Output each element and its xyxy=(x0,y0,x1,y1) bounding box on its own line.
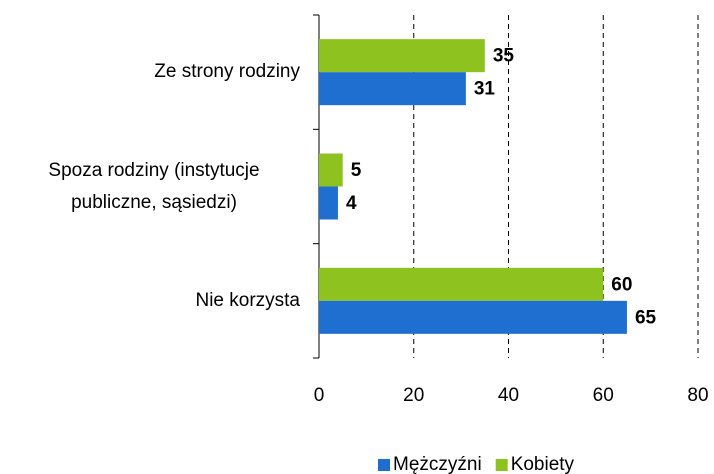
bar xyxy=(319,186,338,220)
category-label: Ze strony rodziny xyxy=(154,56,300,88)
bar xyxy=(319,267,604,301)
legend-label: Kobiety xyxy=(511,454,575,474)
bar xyxy=(319,39,485,73)
category-text: Spoza rodziny (instytucje publiczne, sąs… xyxy=(48,159,260,213)
x-tick-label: 0 xyxy=(314,385,325,406)
data-label: 35 xyxy=(493,46,515,67)
category-text: Nie korzysta xyxy=(195,289,300,311)
x-tick-label: 20 xyxy=(403,385,424,406)
bar xyxy=(319,72,466,106)
data-label: 5 xyxy=(351,160,362,181)
x-tick-label: 80 xyxy=(687,385,708,406)
legend-swatch xyxy=(378,459,390,471)
data-label: 4 xyxy=(346,193,357,214)
bar xyxy=(319,300,627,334)
category-label: Spoza rodziny (instytucje publiczne, sąs… xyxy=(8,155,300,219)
legend-label: Mężczyźni xyxy=(393,454,482,474)
category-label: Nie korzysta xyxy=(195,285,300,317)
data-label: 60 xyxy=(611,274,632,295)
data-label: 31 xyxy=(474,79,496,100)
x-tick-label: 40 xyxy=(498,385,519,406)
data-label: 65 xyxy=(635,307,657,328)
x-tick-label: 60 xyxy=(593,385,614,406)
bar xyxy=(319,153,343,187)
legend-swatch xyxy=(495,459,508,471)
category-text: Ze strony rodziny xyxy=(154,61,300,83)
